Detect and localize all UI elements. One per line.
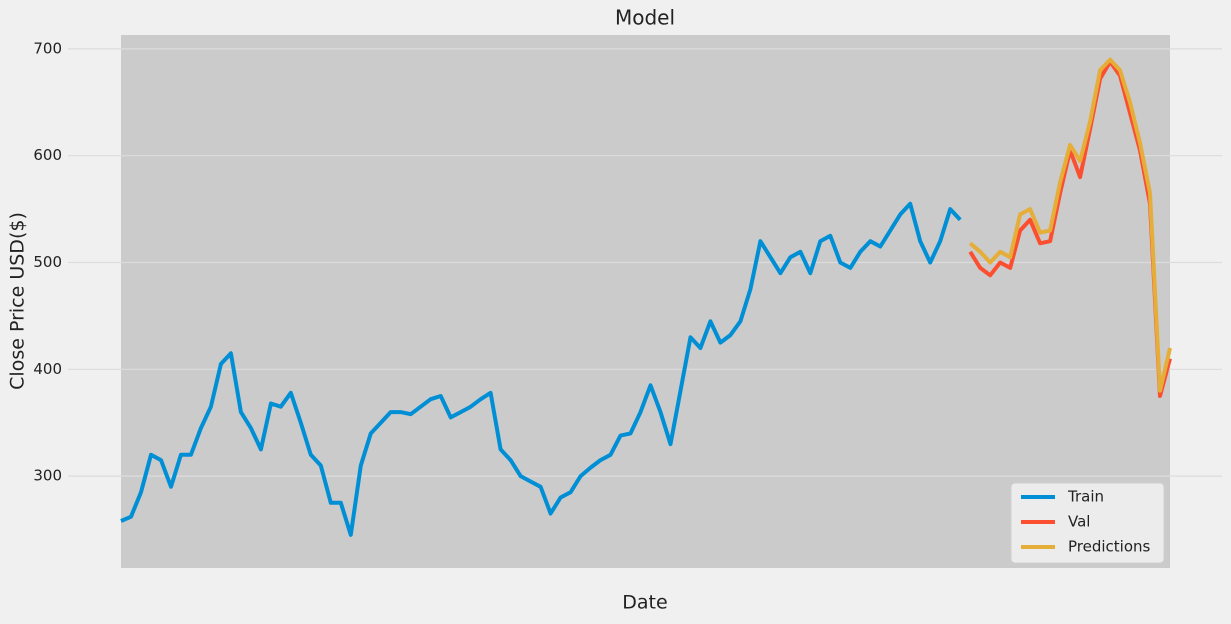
- legend-box: [1010, 482, 1165, 564]
- legend-label: Val: [1068, 513, 1090, 531]
- series-line: [120, 201, 962, 537]
- y-tick-label: 400: [33, 360, 62, 378]
- y-tick-label: 500: [33, 253, 62, 271]
- legend-label: Train: [1067, 488, 1104, 506]
- series-line: [968, 57, 1172, 393]
- x-axis-label: Date: [622, 592, 667, 614]
- chart-title: Model: [615, 6, 675, 30]
- y-axis-label: Close Price USD($): [7, 212, 29, 390]
- y-tick-label: 700: [33, 39, 62, 57]
- y-tick-label: 300: [33, 467, 62, 485]
- legend-label: Predictions: [1068, 538, 1151, 556]
- plot-area: [121, 35, 1170, 568]
- y-tick-label: 600: [33, 146, 62, 164]
